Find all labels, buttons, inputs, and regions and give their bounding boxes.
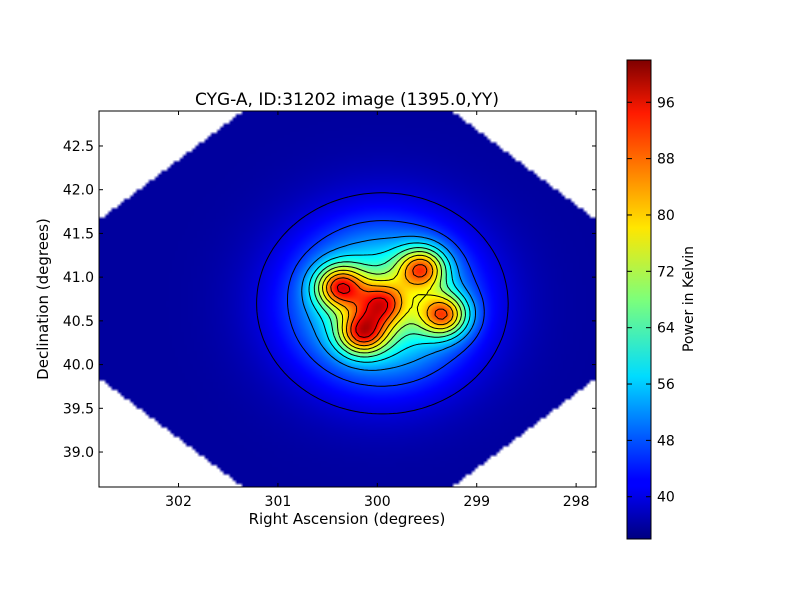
colorbar: 40 48 56 64 72 80 88 96 Power in Kelvin [626, 59, 697, 540]
y-tick-label: 39.5 [63, 401, 94, 417]
x-axis-label: Right Ascension (degrees) [249, 510, 446, 528]
y-tick-label: 42.5 [63, 139, 94, 155]
plot-frame [98, 110, 597, 488]
contour-line [330, 264, 448, 343]
y-tick-label: 41.0 [63, 270, 94, 286]
x-tick-label: 300 [364, 494, 391, 510]
chart-title: CYG-A, ID:31202 image (1395.0,YY) [195, 90, 499, 110]
contour-line [313, 247, 466, 358]
contour-line [256, 192, 509, 415]
contour-line [336, 282, 389, 338]
y-axis: 39.0 39.5 40.0 40.5 41.0 41.5 42.0 42.5 [63, 139, 596, 461]
contour-line [301, 235, 476, 371]
colorbar-tick-label: 96 [657, 95, 675, 111]
colorbar-tick-label: 48 [657, 433, 675, 449]
contour-line [322, 254, 458, 350]
x-tick-label: 298 [563, 494, 590, 510]
colorbar-tick-label: 56 [657, 377, 675, 393]
colorbar-label: Power in Kelvin [681, 246, 697, 352]
y-tick-label: 39.0 [63, 445, 94, 461]
x-tick-label: 301 [265, 494, 292, 510]
x-axis: 302 301 300 299 298 [165, 111, 589, 510]
y-tick-label: 40.0 [63, 358, 94, 374]
contour-line [318, 251, 462, 354]
contour-line [308, 242, 471, 363]
y-tick-label: 42.0 [63, 183, 94, 199]
colorbar-tick-label: 40 [657, 490, 675, 506]
contour-lines [256, 192, 509, 415]
colorbar-tick-label: 72 [657, 264, 675, 280]
colorbar-tick-label: 88 [657, 152, 675, 168]
colorbar-gradient [626, 59, 652, 540]
contour-line [287, 220, 485, 387]
heatmap-image [99, 111, 596, 487]
colorbar-ticks: 40 48 56 64 72 80 88 96 [627, 95, 675, 506]
plot-area [99, 111, 596, 487]
contour-line [326, 258, 454, 347]
colorbar-tick-label: 64 [657, 321, 675, 337]
y-tick-label: 40.5 [63, 314, 94, 330]
y-axis-label: Declination (degrees) [34, 218, 52, 380]
colorbar-tick-label: 80 [657, 208, 675, 224]
x-tick-label: 299 [463, 494, 490, 510]
x-tick-label: 302 [165, 494, 192, 510]
y-tick-label: 41.5 [63, 226, 94, 242]
